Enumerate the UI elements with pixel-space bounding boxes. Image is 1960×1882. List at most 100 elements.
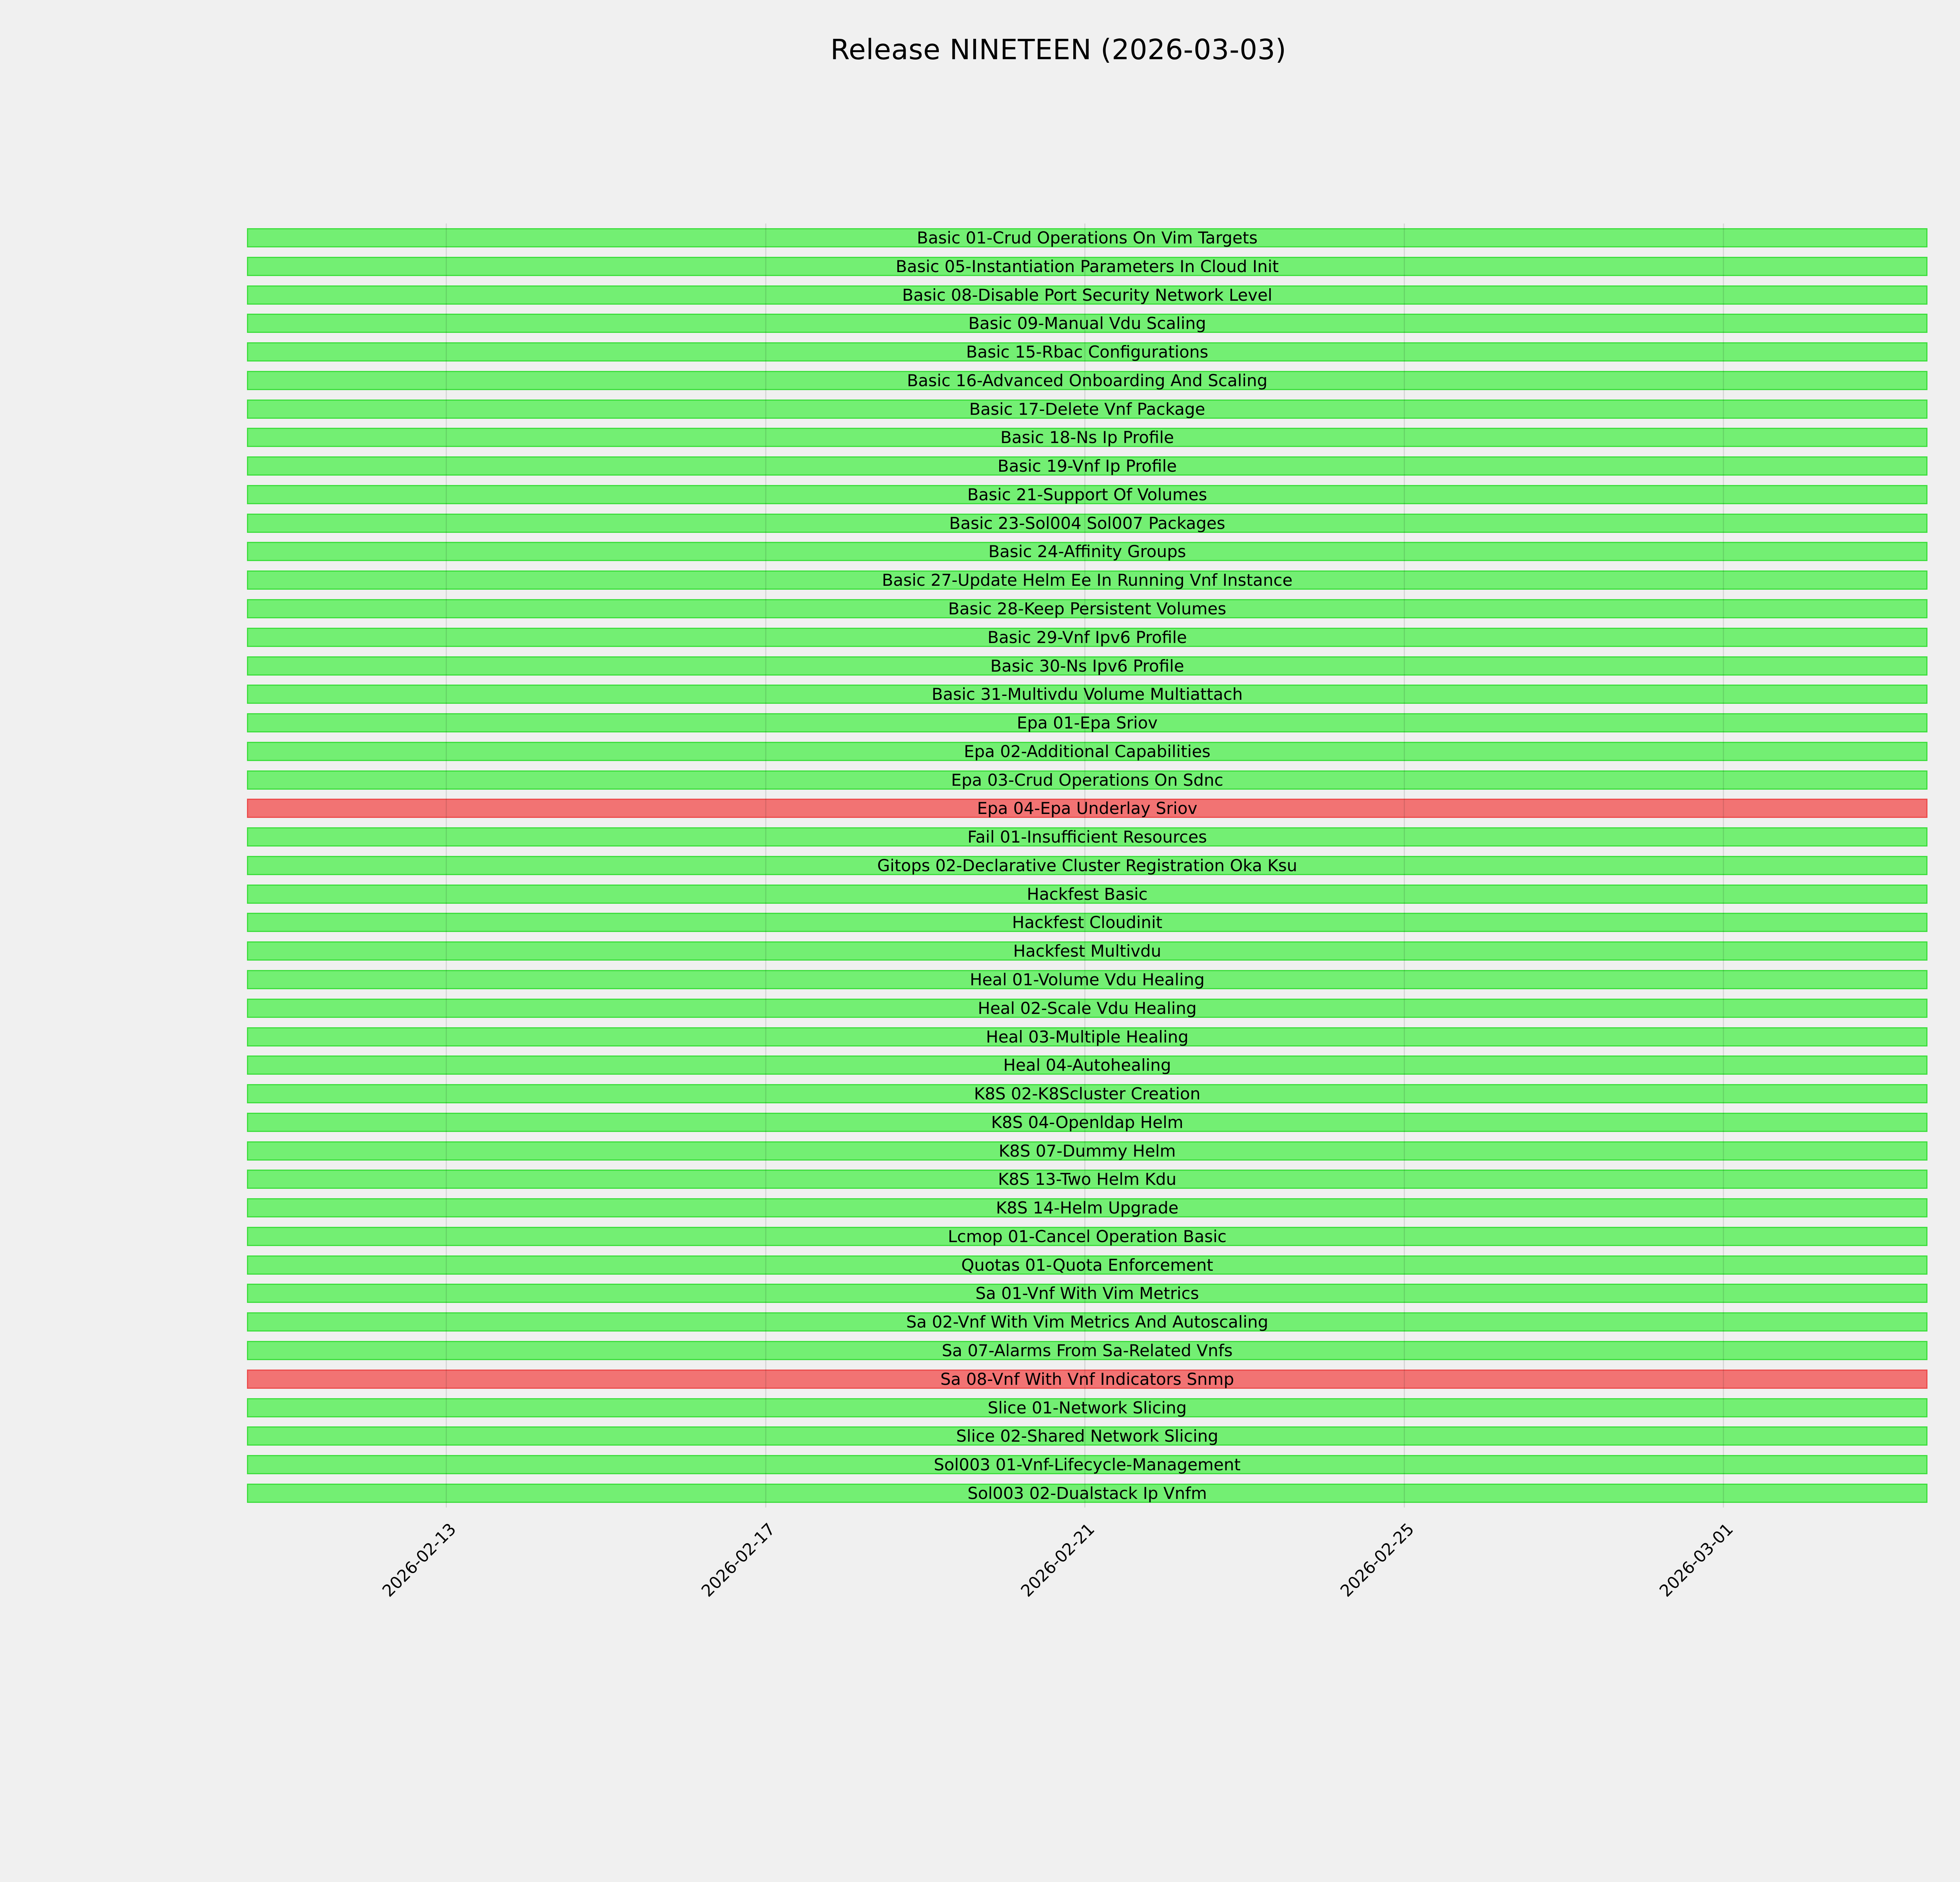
task-bar-pass: Basic 23-Sol004 Sol007 Packages (247, 513, 1927, 533)
task-bar-pass: Sa 07-Alarms From Sa-Related Vnfs (247, 1341, 1927, 1361)
task-label: Basic 21-Support Of Volumes (967, 485, 1207, 504)
task-label: Heal 03-Multiple Healing (986, 1027, 1189, 1046)
task-label: Epa 04-Epa Underlay Sriov (977, 799, 1198, 818)
task-label: Slice 01-Network Slicing (987, 1398, 1187, 1417)
task-label: Basic 30-Ns Ipv6 Profile (990, 656, 1184, 676)
task-bar-pass: Epa 03-Crud Operations On Sdnc (247, 770, 1927, 790)
task-label: Basic 01-Crud Operations On Vim Targets (916, 228, 1258, 247)
task-bar-pass: Hackfest Multivdu (247, 941, 1927, 961)
task-label: Sa 08-Vnf With Vnf Indicators Snmp (940, 1369, 1234, 1389)
task-label: Basic 16-Advanced Onboarding And Scaling (907, 371, 1268, 390)
task-bar-pass: K8S 14-Helm Upgrade (247, 1198, 1927, 1218)
task-bar-pass: Basic 29-Vnf Ipv6 Profile (247, 627, 1927, 647)
x-tick-label: 2026-02-13 (378, 1519, 460, 1601)
task-bar-pass: Basic 30-Ns Ipv6 Profile (247, 656, 1927, 676)
task-bar-pass: Fail 01-Insufficient Resources (247, 827, 1927, 847)
task-label: Lcmop 01-Cancel Operation Basic (948, 1226, 1227, 1246)
task-label: Basic 17-Delete Vnf Package (969, 399, 1205, 419)
task-label: Gitops 02-Declarative Cluster Registrati… (877, 856, 1298, 875)
task-bar-pass: Basic 31-Multivdu Volume Multiattach (247, 685, 1927, 704)
task-label: K8S 14-Helm Upgrade (996, 1198, 1179, 1218)
task-bar-pass: Sol003 02-Dualstack Ip Vnfm (247, 1483, 1927, 1503)
task-label: Basic 24-Affinity Groups (988, 542, 1186, 561)
task-label: Basic 19-Vnf Ip Profile (997, 456, 1177, 476)
x-tick-label: 2026-02-25 (1336, 1519, 1418, 1601)
task-label: Heal 02-Scale Vdu Healing (978, 998, 1197, 1018)
task-label: Sa 07-Alarms From Sa-Related Vnfs (942, 1341, 1233, 1361)
task-bar-pass: Basic 24-Affinity Groups (247, 542, 1927, 561)
task-bar-pass: Epa 02-Additional Capabilities (247, 741, 1927, 761)
task-bar-pass: Heal 04-Autohealing (247, 1055, 1927, 1075)
task-label: Basic 31-Multivdu Volume Multiattach (931, 685, 1243, 704)
gridline (1403, 223, 1405, 1508)
task-label: K8S 07-Dummy Helm (998, 1141, 1176, 1161)
task-label: Sol003 02-Dualstack Ip Vnfm (967, 1483, 1207, 1503)
task-bar-pass: Hackfest Cloudinit (247, 913, 1927, 932)
task-label: Epa 02-Additional Capabilities (964, 741, 1211, 761)
task-bar-pass: Heal 03-Multiple Healing (247, 1027, 1927, 1046)
task-bar-pass: K8S 02-K8Scluster Creation (247, 1084, 1927, 1104)
task-label: Sa 02-Vnf With Vim Metrics And Autoscali… (906, 1312, 1269, 1332)
task-bar-pass: Sa 01-Vnf With Vim Metrics (247, 1284, 1927, 1303)
task-label: Basic 27-Update Helm Ee In Running Vnf I… (882, 570, 1293, 590)
x-tick-label: 2026-02-21 (1017, 1519, 1098, 1601)
task-label: Basic 08-Disable Port Security Network L… (902, 285, 1272, 305)
task-label: K8S 04-Openldap Helm (991, 1112, 1183, 1132)
plot-area: Basic 01-Crud Operations On Vim Targets B… (247, 223, 1927, 1508)
task-bar-pass: Basic 17-Delete Vnf Package (247, 399, 1927, 419)
gridline (446, 223, 447, 1508)
task-bar-pass: Basic 08-Disable Port Security Network L… (247, 285, 1927, 305)
gridline (1723, 223, 1724, 1508)
task-label: Fail 01-Insufficient Resources (967, 827, 1207, 847)
task-bar-pass: Sa 02-Vnf With Vim Metrics And Autoscali… (247, 1312, 1927, 1332)
task-label: Slice 02-Shared Network Slicing (956, 1426, 1218, 1446)
task-label: Basic 09-Manual Vdu Scaling (968, 314, 1206, 333)
task-bar-pass: Quotas 01-Quota Enforcement (247, 1255, 1927, 1275)
task-bar-pass: Basic 16-Advanced Onboarding And Scaling (247, 371, 1927, 390)
task-label: Hackfest Basic (1027, 884, 1148, 904)
task-bar-fail: Epa 04-Epa Underlay Sriov (247, 799, 1927, 818)
task-bar-pass: Slice 01-Network Slicing (247, 1398, 1927, 1417)
task-label: Hackfest Cloudinit (1012, 913, 1163, 932)
task-label: Epa 01-Epa Sriov (1016, 713, 1158, 733)
task-bar-pass: Basic 19-Vnf Ip Profile (247, 456, 1927, 476)
task-label: Epa 03-Crud Operations On Sdnc (951, 770, 1223, 790)
task-bar-pass: K8S 13-Two Helm Kdu (247, 1170, 1927, 1189)
task-bar-pass: Basic 09-Manual Vdu Scaling (247, 314, 1927, 333)
task-bar-pass: Lcmop 01-Cancel Operation Basic (247, 1226, 1927, 1246)
task-label: Sol003 01-Vnf-Lifecycle-Management (934, 1455, 1241, 1475)
x-tick-label: 2026-03-01 (1655, 1519, 1737, 1601)
gridline (765, 223, 766, 1508)
task-label: K8S 13-Two Helm Kdu (998, 1170, 1177, 1189)
chart-title: Release NINETEEN (2026-03-03) (830, 33, 1287, 66)
task-bar-pass: Basic 27-Update Helm Ee In Running Vnf I… (247, 570, 1927, 590)
task-bar-pass: Basic 01-Crud Operations On Vim Targets (247, 228, 1927, 247)
task-label: Basic 15-Rbac Configurations (966, 342, 1209, 362)
task-bar-pass: Basic 21-Support Of Volumes (247, 485, 1927, 504)
task-bar-pass: Basic 18-Ns Ip Profile (247, 428, 1927, 447)
task-bar-pass: Basic 28-Keep Persistent Volumes (247, 599, 1927, 618)
task-label: Basic 18-Ns Ip Profile (1000, 428, 1174, 447)
task-label: Heal 04-Autohealing (1003, 1055, 1171, 1075)
task-bar-pass: Basic 15-Rbac Configurations (247, 342, 1927, 362)
task-label: Sa 01-Vnf With Vim Metrics (975, 1284, 1199, 1303)
task-label: Basic 28-Keep Persistent Volumes (948, 599, 1227, 618)
task-bar-pass: K8S 07-Dummy Helm (247, 1141, 1927, 1161)
gridline (1084, 223, 1086, 1508)
task-label: Quotas 01-Quota Enforcement (961, 1255, 1213, 1275)
task-label: Basic 23-Sol004 Sol007 Packages (949, 513, 1225, 533)
task-bar-pass: Heal 02-Scale Vdu Healing (247, 998, 1927, 1018)
task-bar-pass: Gitops 02-Declarative Cluster Registrati… (247, 856, 1927, 875)
task-label: Basic 29-Vnf Ipv6 Profile (987, 627, 1187, 647)
task-label: Heal 01-Volume Vdu Healing (969, 970, 1205, 990)
task-bar-pass: K8S 04-Openldap Helm (247, 1112, 1927, 1132)
task-bar-pass: Hackfest Basic (247, 884, 1927, 904)
task-bar-pass: Basic 05-Instantiation Parameters In Clo… (247, 256, 1927, 276)
task-label: Basic 05-Instantiation Parameters In Clo… (895, 256, 1279, 276)
task-label: Hackfest Multivdu (1013, 941, 1161, 961)
task-bar-pass: Epa 01-Epa Sriov (247, 713, 1927, 733)
task-bar-pass: Heal 01-Volume Vdu Healing (247, 970, 1927, 990)
x-tick-label: 2026-02-17 (697, 1519, 779, 1601)
task-bar-pass: Sol003 01-Vnf-Lifecycle-Management (247, 1455, 1927, 1475)
task-bar-pass: Slice 02-Shared Network Slicing (247, 1426, 1927, 1446)
